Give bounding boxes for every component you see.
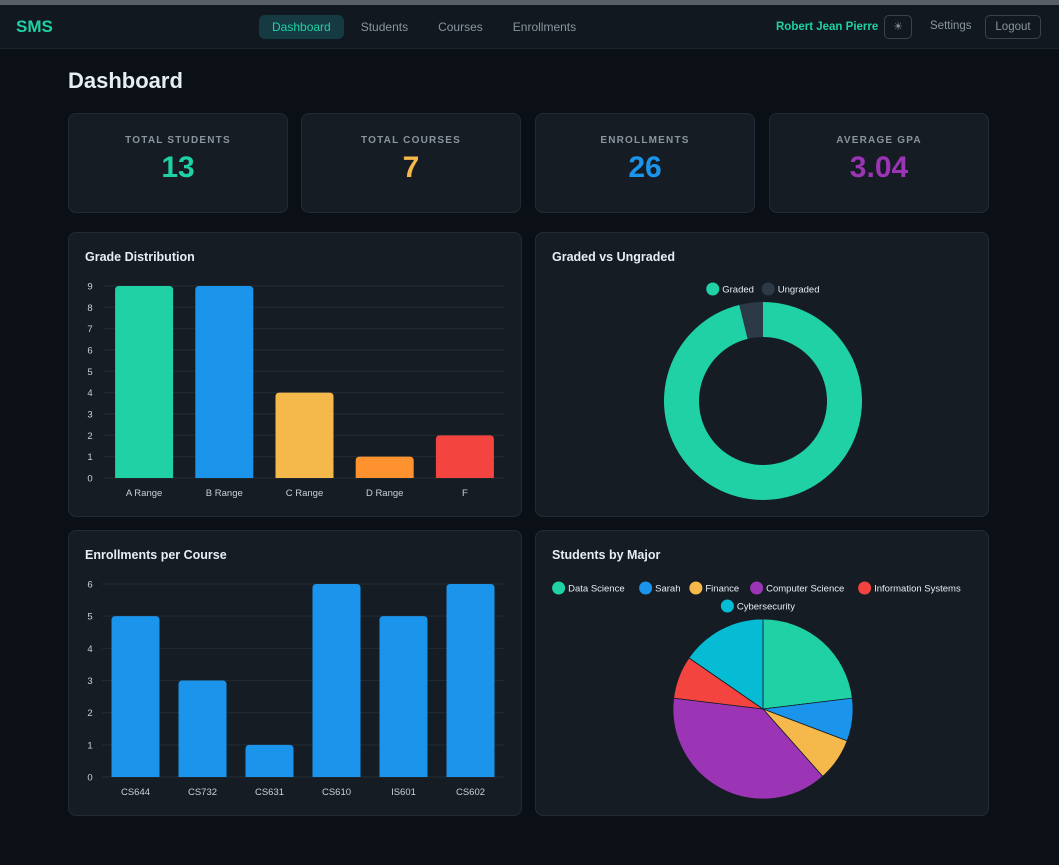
bar (379, 616, 428, 777)
legend-swatch (761, 282, 775, 296)
bar (115, 286, 174, 478)
graded-vs-ungraded-chart: Graded Ungraded (664, 282, 862, 501)
y-tick-label: 8 (87, 303, 92, 314)
bar (195, 286, 254, 478)
stat-label: TOTAL COURSES (360, 135, 462, 146)
legend-swatch (750, 581, 764, 595)
y-tick-label: 0 (87, 773, 92, 784)
legend-label: Data Science (568, 584, 625, 595)
y-tick-label: 3 (87, 410, 92, 421)
pie-slice (762, 618, 853, 710)
bar (435, 435, 494, 478)
panel-title: Grade Distribution (85, 250, 195, 264)
user-name: Robert Jean Pierre (776, 21, 879, 33)
panel-title: Graded vs Ungraded (552, 250, 675, 264)
y-tick-label: 6 (87, 580, 92, 591)
pie-slice (688, 618, 764, 710)
x-tick-label: C Range (286, 488, 324, 499)
y-tick-label: 4 (87, 644, 92, 655)
brand-logo[interactable]: SMS (16, 17, 53, 36)
x-tick-label: F (462, 488, 468, 499)
pie-slice (739, 302, 763, 339)
bar (275, 392, 334, 478)
settings-link[interactable]: Settings (930, 20, 972, 32)
y-tick-label: 9 (87, 282, 92, 293)
nav-links: Dashboard Students Courses Enrollments (259, 15, 593, 39)
x-tick-label: CS602 (456, 787, 485, 798)
stat-card-average-gpa: AVERAGE GPA 3.04 (769, 113, 989, 213)
y-tick-label: 2 (87, 431, 92, 442)
bar (312, 584, 361, 777)
legend-label: Cybersecurity (737, 602, 795, 613)
stat-value: 7 (402, 151, 420, 184)
nav-link-students[interactable]: Students (360, 20, 409, 34)
legend-swatch (689, 581, 703, 595)
y-tick-label: 6 (87, 346, 92, 357)
pie-slice (664, 302, 862, 501)
logout-button[interactable]: Logout (985, 15, 1041, 39)
stat-value: 26 (628, 151, 662, 184)
sun-icon: ☀ (893, 21, 903, 33)
enrollments-per-course-panel: 0 1 2 3 4 5 6 CS644 CS732 CS631 CS610 IS601 CS602 En… (68, 530, 522, 816)
legend-swatch (720, 599, 734, 613)
stat-label: AVERAGE GPA (836, 135, 922, 146)
stat-card-enrollments: ENROLLMENTS 26 (535, 113, 755, 213)
legend-label: Computer Science (766, 584, 844, 595)
legend-swatch (858, 581, 872, 595)
students-by-major-chart: Data Science Sarah Finance Computer Science… (552, 581, 961, 800)
x-tick-label: CS732 (188, 787, 217, 798)
x-tick-label: CS610 (322, 787, 351, 798)
x-tick-label: D Range (366, 488, 404, 499)
bar (245, 744, 294, 777)
y-tick-label: 5 (87, 367, 92, 378)
theme-toggle-button[interactable]: ☀ (884, 15, 912, 39)
legend-label: Information Systems (874, 584, 961, 595)
enrollments-per-course-chart: 0 1 2 3 4 5 6 CS644 CS732 CS631 CS610 IS601 CS602 (87, 580, 504, 798)
grade-distribution-chart: 0 1 2 3 4 5 6 7 8 9 A Range B Range C Range D Range F (87, 282, 505, 499)
legend-swatch (639, 581, 653, 595)
y-tick-label: 5 (87, 612, 92, 623)
bar (446, 584, 495, 777)
nav-link-courses[interactable]: Courses (438, 20, 483, 34)
stat-value: 3.04 (849, 151, 909, 184)
legend-label: Sarah (655, 584, 680, 595)
y-tick-label: 1 (87, 452, 92, 463)
legend-label: Finance (705, 584, 739, 595)
y-tick-label: 3 (87, 676, 92, 687)
y-tick-label: 4 (87, 388, 92, 399)
pie-slice (672, 697, 824, 800)
y-tick-label: 0 (87, 474, 92, 485)
legend-label: Graded (722, 285, 754, 296)
stat-label: TOTAL STUDENTS (125, 135, 231, 146)
y-tick-label: 2 (87, 708, 92, 719)
x-tick-label: B Range (206, 488, 243, 499)
y-tick-label: 7 (87, 324, 92, 335)
y-tick-label: 1 (87, 740, 92, 751)
x-tick-label: IS601 (391, 787, 416, 798)
stat-label: ENROLLMENTS (600, 135, 690, 146)
bar (178, 680, 227, 777)
bar (111, 616, 160, 777)
legend-swatch (552, 581, 566, 595)
panel-title: Students by Major (552, 548, 661, 562)
nav-link-dashboard[interactable]: Dashboard (259, 15, 344, 39)
page-title: Dashboard (68, 68, 183, 93)
stat-card-total-courses: TOTAL COURSES 7 (301, 113, 521, 213)
panel-title: Enrollments per Course (85, 548, 227, 562)
students-by-major-panel: Data Science Sarah Finance Computer Science… (535, 530, 989, 816)
stat-value: 13 (161, 151, 195, 184)
window-top-border (0, 0, 1059, 5)
x-tick-label: A Range (126, 488, 162, 499)
bar (355, 456, 414, 478)
nav-link-enrollments[interactable]: Enrollments (512, 20, 577, 34)
legend-swatch (706, 282, 720, 296)
top-navbar: SMS Dashboard Students Courses Enrollmen… (0, 5, 1059, 49)
graded-vs-ungraded-panel: Graded Ungraded Graded vs Ungraded (535, 232, 989, 517)
stat-card-total-students: TOTAL STUDENTS 13 (68, 113, 288, 213)
x-tick-label: CS631 (255, 787, 284, 798)
legend-label: Ungraded (778, 285, 820, 296)
x-tick-label: CS644 (121, 787, 150, 798)
